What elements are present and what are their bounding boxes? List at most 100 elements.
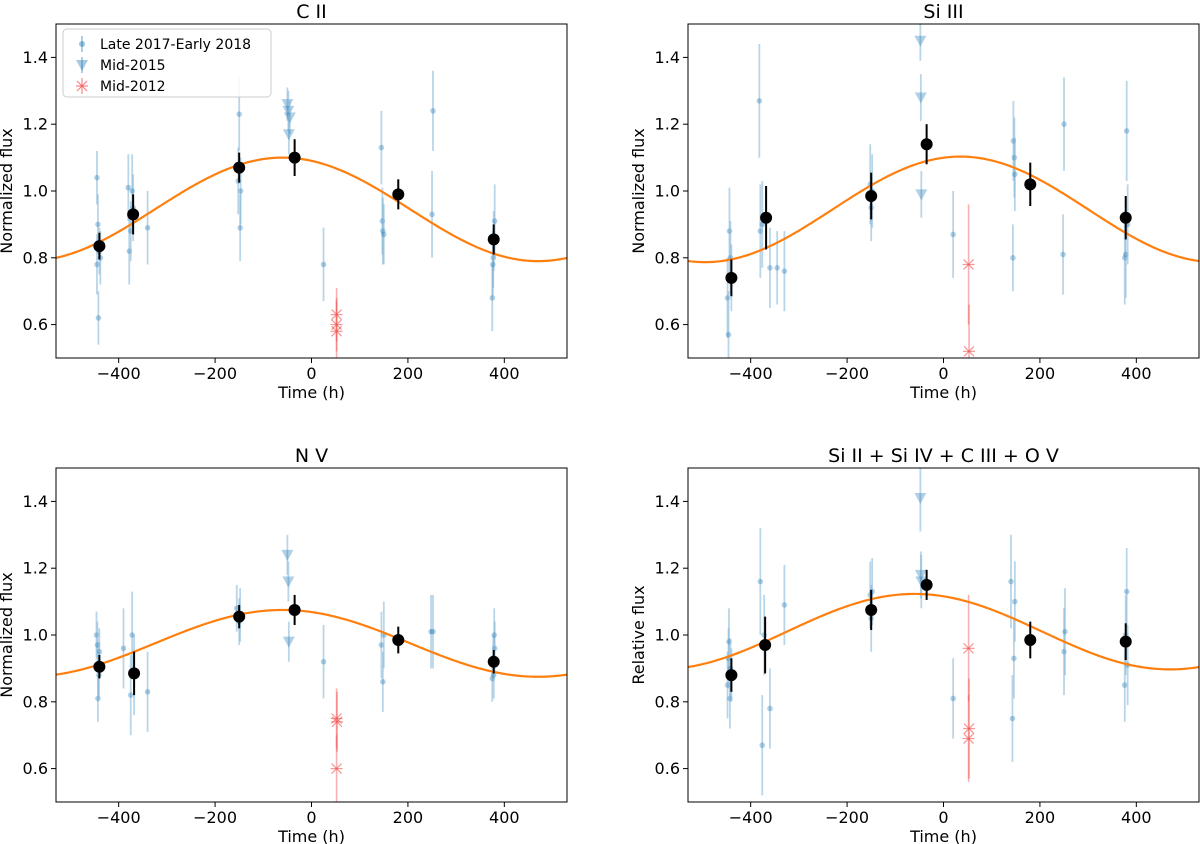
data-point	[757, 578, 764, 585]
data-point	[1123, 588, 1130, 595]
binned-point	[1024, 634, 1037, 647]
binned-point	[128, 667, 141, 680]
data-point	[1123, 128, 1130, 134]
data-point	[233, 605, 240, 612]
panel-title: Si III	[923, 1, 963, 23]
data-point	[127, 692, 134, 698]
data-point	[781, 602, 788, 608]
data-point	[950, 695, 956, 702]
y-tick-label: 1.2	[23, 115, 48, 134]
x-tick-label: 0	[938, 808, 948, 827]
y-axis-label: Normalized flux	[629, 128, 648, 254]
binned-point	[233, 610, 246, 623]
cross-point	[331, 716, 344, 728]
series-mid-2015	[914, 468, 928, 609]
y-tick-label: 1.4	[655, 492, 680, 511]
model-curve	[688, 592, 1199, 671]
data-point	[725, 331, 732, 338]
y-axis-label: Normalized flux	[0, 128, 16, 254]
data-point	[1061, 121, 1067, 127]
x-tick-label: 200	[393, 364, 424, 383]
x-tick-label: 0	[306, 808, 316, 827]
data-point	[724, 295, 731, 301]
x-axis-label: Time (h)	[277, 827, 345, 844]
binned-point	[760, 211, 773, 224]
data-point	[120, 645, 127, 652]
cross-point	[963, 345, 976, 357]
data-point	[93, 632, 100, 638]
y-tick-label: 0.8	[23, 692, 48, 711]
x-tick-label: 400	[489, 364, 520, 383]
data-point	[380, 678, 386, 685]
y-tick-label: 1.4	[655, 48, 680, 67]
cross-point	[962, 642, 975, 654]
data-point	[127, 228, 134, 234]
legend: Late 2017-Early 2018 Mid-2015 Mid-2012	[62, 28, 272, 98]
plot-area	[56, 534, 567, 802]
data-point	[767, 265, 773, 271]
binned-point	[288, 151, 301, 164]
data-point	[320, 658, 327, 665]
data-point	[236, 111, 242, 117]
triangle-point	[914, 493, 927, 505]
binned-point	[392, 634, 405, 647]
series-late-2017-early-2018	[724, 44, 1131, 358]
data-point	[429, 211, 435, 218]
triangle-point	[915, 189, 928, 201]
x-tick-label: 400	[1121, 364, 1152, 383]
data-point	[756, 98, 763, 104]
series-mid-2015	[281, 534, 295, 662]
y-tick-label: 0.6	[23, 759, 48, 778]
x-tick-label: 400	[489, 808, 520, 827]
triangle-point	[282, 576, 295, 588]
y-tick-label: 1.0	[655, 182, 680, 201]
x-axis-label: Time (h)	[277, 383, 345, 402]
binned-point	[920, 138, 933, 151]
y-tick-label: 0.6	[655, 315, 680, 334]
data-point	[381, 231, 387, 238]
series-mid-2012	[330, 688, 344, 802]
y-tick-label: 0.8	[23, 248, 48, 267]
data-point	[144, 224, 151, 231]
series-late-2017-early-2018	[724, 528, 1131, 796]
legend-frame	[62, 28, 272, 98]
cross-point	[330, 763, 343, 775]
panel-title: Si II + Si IV + C III + O V	[828, 445, 1059, 467]
legend-marker-cross	[76, 80, 88, 92]
axes-frame	[687, 23, 1200, 359]
binned-point	[1024, 178, 1037, 191]
x-tick-label: −200	[825, 808, 869, 827]
binned-point	[1119, 635, 1132, 648]
y-tick-label: 1.4	[23, 492, 48, 511]
data-point	[430, 108, 436, 114]
data-point	[1008, 578, 1014, 585]
data-point	[1061, 648, 1067, 655]
x-tick-label: −400	[729, 808, 773, 827]
triangle-point	[281, 549, 294, 561]
series-mid-2015	[914, 24, 928, 218]
binned-means	[93, 139, 500, 260]
binned-point	[392, 188, 405, 201]
x-tick-label: −200	[193, 808, 237, 827]
triangle-point	[282, 636, 295, 648]
binned-point	[725, 271, 738, 284]
data-point	[96, 648, 103, 655]
cross-point	[330, 325, 343, 337]
binned-means	[725, 124, 1132, 297]
y-tick-label: 1.2	[655, 559, 680, 578]
triangle-point	[915, 576, 928, 588]
data-point	[144, 688, 151, 695]
data-point	[237, 224, 243, 231]
x-tick-label: −400	[97, 364, 141, 383]
data-point	[94, 261, 100, 268]
data-point	[129, 188, 135, 194]
y-axis-label: Normalized flux	[0, 572, 16, 698]
data-point	[781, 268, 788, 274]
x-tick-label: −200	[825, 364, 869, 383]
binned-point	[93, 240, 106, 253]
model-curve	[56, 608, 567, 678]
binned-point	[487, 655, 500, 668]
panel-title: N V	[295, 445, 328, 467]
x-tick-label: 0	[306, 364, 316, 383]
